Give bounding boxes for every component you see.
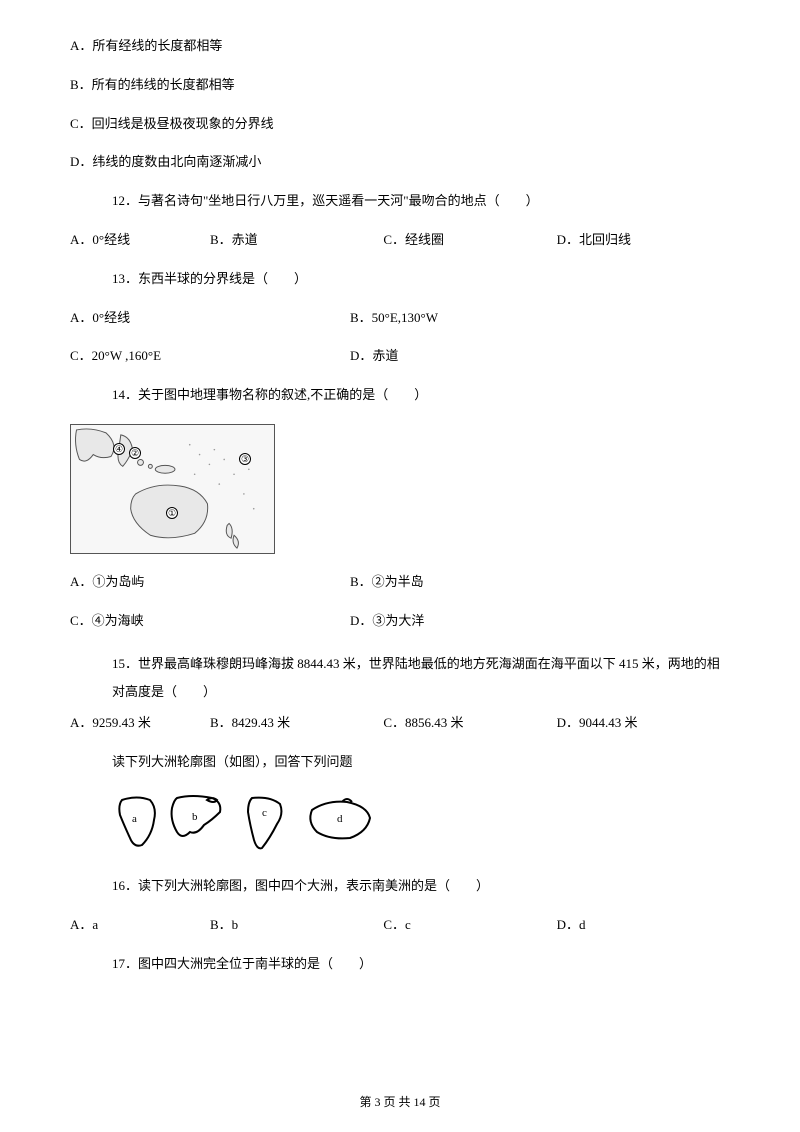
q16-option-d: D．d bbox=[557, 915, 730, 936]
continent-intro: 读下列大洲轮廓图（如图），回答下列问题 bbox=[70, 752, 730, 773]
q15-options: A．9259.43 米 B．8429.43 米 C．8856.43 米 D．90… bbox=[70, 713, 730, 734]
q11-option-a: A．所有经线的长度都相等 bbox=[70, 36, 730, 57]
q13-option-d: D．赤道 bbox=[350, 346, 630, 367]
q13-option-b: B．50°E,130°W bbox=[350, 308, 630, 329]
q16-option-c: C．c bbox=[383, 915, 556, 936]
label-d: d bbox=[337, 813, 343, 825]
continent-outlines-figure: a b c d bbox=[112, 790, 382, 858]
q12-option-b: B．赤道 bbox=[210, 230, 383, 251]
q16-option-b: B．b bbox=[210, 915, 383, 936]
q14-option-d: D．③为大洋 bbox=[350, 611, 630, 632]
q17-stem: 17．图中四大洲完全位于南半球的是（ ） bbox=[70, 954, 730, 975]
q12-option-d: D．北回归线 bbox=[557, 230, 730, 251]
q12-stem: 12．与著名诗句"坐地日行八万里，巡天遥看一天河"最吻合的地点（ ） bbox=[70, 191, 730, 212]
q12-option-c: C．经线圈 bbox=[383, 230, 556, 251]
oceania-map-icon bbox=[71, 425, 274, 553]
q15-option-b: B．8429.43 米 bbox=[210, 713, 383, 734]
q14-map-figure: ② ④ ③ ① bbox=[70, 424, 275, 554]
label-a: a bbox=[132, 813, 137, 825]
q13-row1: A．0°经线 B．50°E,130°W bbox=[70, 308, 730, 329]
q11-option-b: B．所有的纬线的长度都相等 bbox=[70, 75, 730, 96]
q13-row2: C．20°W ,160°E D．赤道 bbox=[70, 346, 730, 367]
map-marker-4: ④ bbox=[113, 443, 125, 455]
label-c: c bbox=[262, 807, 267, 819]
q11-option-c: C．回归线是极昼极夜现象的分界线 bbox=[70, 114, 730, 135]
q16-stem: 16．读下列大洲轮廓图，图中四个大洲，表示南美洲的是（ ） bbox=[70, 876, 730, 897]
q16-options: A．a B．b C．c D．d bbox=[70, 915, 730, 936]
q11-option-d: D．纬线的度数由北向南逐渐减小 bbox=[70, 152, 730, 173]
q14-row2: C．④为海峡 D．③为大洋 bbox=[70, 611, 730, 632]
q14-option-a: A．①为岛屿 bbox=[70, 572, 350, 593]
q13-option-c: C．20°W ,160°E bbox=[70, 346, 350, 367]
q14-stem: 14．关于图中地理事物名称的叙述,不正确的是（ ） bbox=[70, 385, 730, 406]
page-footer: 第 3 页 共 14 页 bbox=[0, 1093, 800, 1112]
q14-row1: A．①为岛屿 B．②为半岛 bbox=[70, 572, 730, 593]
q14-option-b: B．②为半岛 bbox=[350, 572, 630, 593]
map-marker-1: ① bbox=[166, 507, 178, 519]
label-b: b bbox=[192, 811, 198, 823]
q15-option-c: C．8856.43 米 bbox=[383, 713, 556, 734]
q16-option-a: A．a bbox=[70, 915, 210, 936]
q12-options: A．0°经线 B．赤道 C．经线圈 D．北回归线 bbox=[70, 230, 730, 251]
map-marker-2: ② bbox=[129, 447, 141, 459]
q13-option-a: A．0°经线 bbox=[70, 308, 350, 329]
q13-stem: 13．东西半球的分界线是（ ） bbox=[70, 269, 730, 290]
q15-option-d: D．9044.43 米 bbox=[557, 713, 730, 734]
q14-option-c: C．④为海峡 bbox=[70, 611, 350, 632]
q12-option-a: A．0°经线 bbox=[70, 230, 210, 251]
map-marker-3: ③ bbox=[239, 453, 251, 465]
q15-stem: 15．世界最高峰珠穆朗玛峰海拔 8844.43 米，世界陆地最低的地方死海湖面在… bbox=[70, 650, 730, 707]
q15-option-a: A．9259.43 米 bbox=[70, 713, 210, 734]
